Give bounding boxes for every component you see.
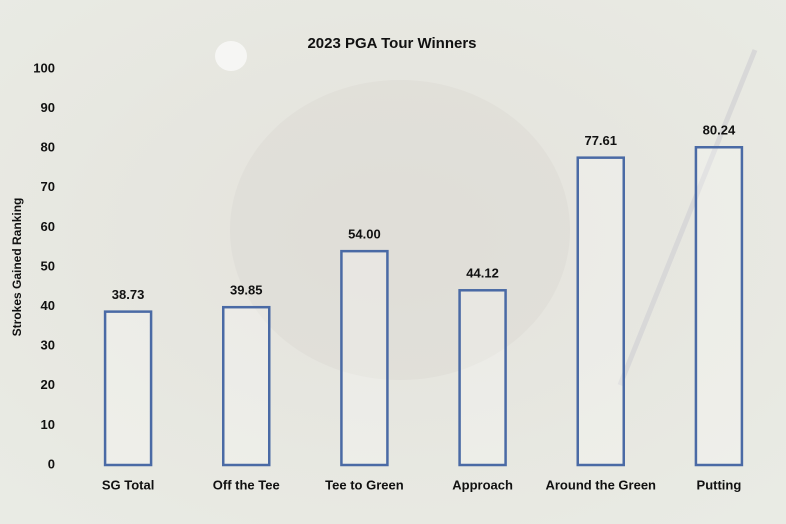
data-label: 39.85 (230, 283, 263, 298)
x-tick-label: SG Total (102, 477, 154, 492)
y-tick-label: 100 (33, 60, 55, 75)
y-tick-label: 90 (41, 100, 55, 115)
x-tick-label: Off the Tee (213, 477, 280, 492)
bar (222, 305, 271, 467)
y-tick-label: 60 (41, 219, 55, 234)
y-tick-label: 80 (41, 140, 55, 155)
data-label: 77.61 (584, 133, 617, 148)
photo-shape (230, 80, 570, 380)
bar (458, 289, 507, 467)
data-label: 44.12 (466, 266, 499, 281)
data-label: 54.00 (348, 227, 381, 242)
x-tick-label: Approach (452, 477, 513, 492)
x-tick-label: Putting (697, 477, 742, 492)
chart-title: 2023 PGA Tour Winners (307, 35, 476, 52)
y-tick-label: 70 (41, 179, 55, 194)
bar (694, 145, 744, 467)
y-tick-label: 40 (41, 298, 55, 313)
y-axis-label: Strokes Gained Ranking (10, 198, 24, 337)
club-shaft (617, 49, 758, 386)
y-tick-label: 10 (41, 417, 55, 432)
data-label: 80.24 (703, 123, 736, 138)
bar (576, 156, 625, 467)
x-tick-label: Around the Green (545, 477, 656, 492)
bar (340, 249, 389, 467)
y-tick-label: 50 (41, 258, 55, 273)
y-tick-label: 30 (41, 338, 55, 353)
x-tick-label: Tee to Green (325, 477, 404, 492)
ball (215, 41, 247, 71)
data-label: 38.73 (112, 287, 145, 302)
y-tick-label: 0 (48, 456, 55, 471)
bar (103, 310, 153, 467)
y-tick-label: 20 (41, 377, 55, 392)
